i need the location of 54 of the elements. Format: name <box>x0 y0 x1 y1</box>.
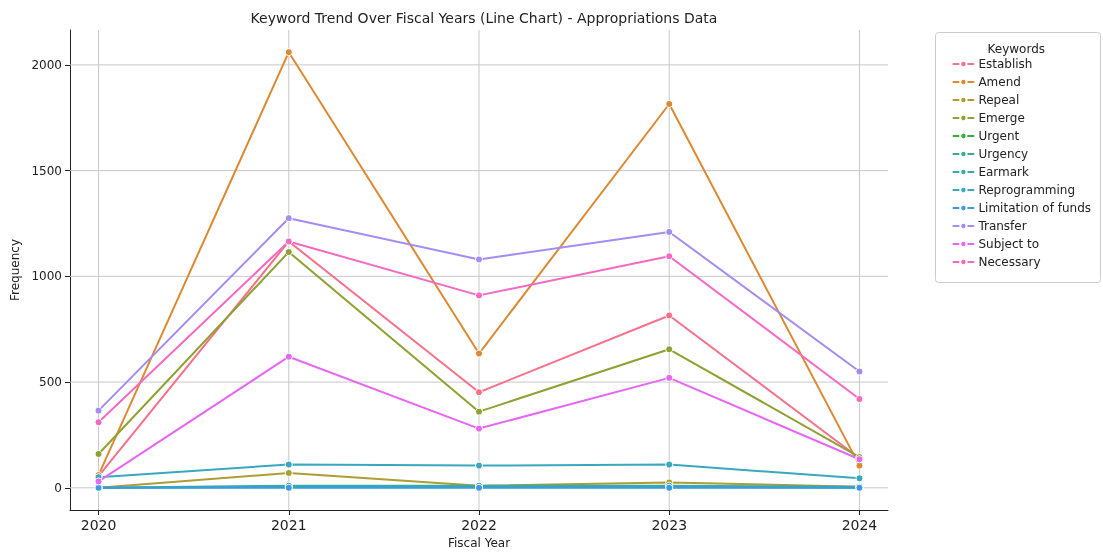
legend-label: Repeal <box>978 93 1020 107</box>
point <box>855 394 864 403</box>
legend-label: Earmark <box>978 165 1030 179</box>
x-tick-label: 2022 <box>461 517 497 533</box>
point <box>475 388 483 397</box>
y-tick-label: 0 <box>54 480 62 495</box>
legend-label: Limitation of funds <box>978 201 1092 215</box>
point <box>665 100 674 109</box>
point <box>475 255 483 264</box>
x-tick-label: 2023 <box>651 517 688 533</box>
legend-label: Amend <box>978 75 1021 89</box>
chart-title: Keyword Trend Over Fiscal Years (Line Chart) - Appropriations Data <box>250 10 718 26</box>
legend-label: Establish <box>978 57 1033 71</box>
y-tick-label: 1000 <box>31 269 62 284</box>
point <box>475 461 483 470</box>
point <box>665 373 674 382</box>
legend-label: Transfer <box>977 219 1027 233</box>
point <box>475 291 483 300</box>
x-axis-title: Fiscal Year <box>447 535 511 550</box>
point <box>855 461 864 470</box>
point <box>94 418 103 427</box>
x-tick-label: 2020 <box>80 517 117 533</box>
point <box>475 349 483 358</box>
point <box>665 311 674 320</box>
y-tick-label: 2000 <box>31 57 62 72</box>
legend-label: Urgency <box>978 147 1029 161</box>
point <box>665 252 674 261</box>
point <box>855 367 864 376</box>
point <box>284 469 293 477</box>
point <box>475 407 483 416</box>
y-tick-label: 1500 <box>31 163 62 178</box>
point <box>855 474 864 483</box>
legend-label: Necessary <box>978 255 1041 269</box>
point <box>284 214 293 223</box>
point <box>94 477 103 486</box>
legend-label: Urgent <box>978 129 1020 143</box>
point <box>665 227 674 236</box>
point <box>665 345 674 354</box>
point <box>284 460 293 469</box>
legend-title: Keywords <box>987 42 1046 56</box>
point <box>284 248 293 257</box>
point <box>94 449 103 458</box>
legend-label: Subject to <box>978 237 1040 251</box>
y-tick-label: 500 <box>39 375 62 390</box>
point <box>475 424 483 433</box>
legend-label: Reprogramming <box>978 183 1076 197</box>
point <box>94 406 103 415</box>
x-tick-label: 2024 <box>841 517 878 533</box>
x-tick-label: 2021 <box>270 517 307 533</box>
legend-label: Emerge <box>978 111 1025 125</box>
point <box>284 48 293 57</box>
y-axis-title: Frequency <box>7 239 22 301</box>
point <box>665 460 674 469</box>
point <box>284 352 293 361</box>
